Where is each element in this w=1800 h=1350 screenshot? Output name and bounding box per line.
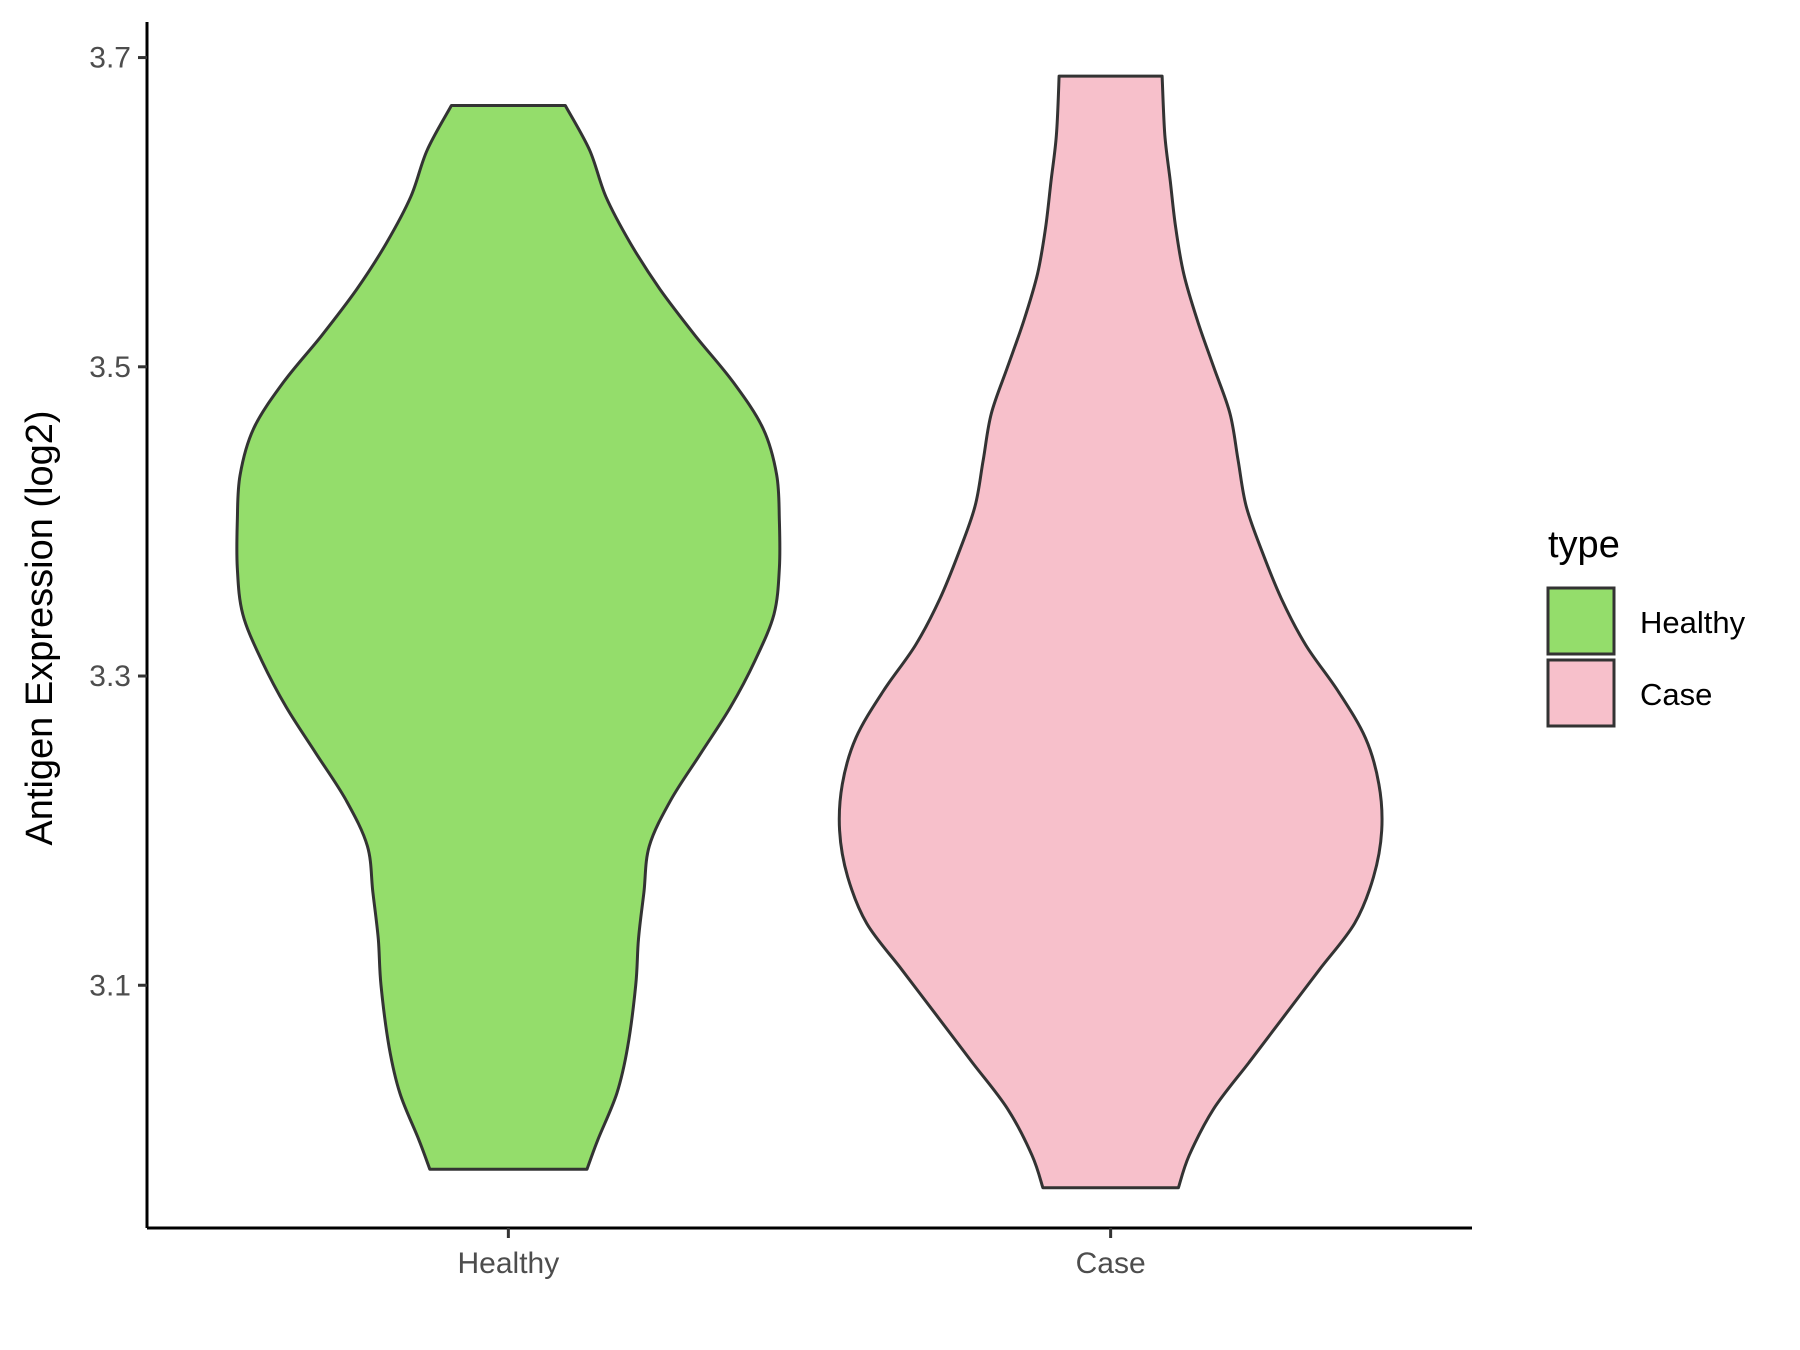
x-tick-label: Case: [1076, 1247, 1146, 1280]
legend-label-healthy: Healthy: [1640, 605, 1746, 640]
x-tick-label: Healthy: [458, 1247, 560, 1280]
y-tick-label: 3.1: [89, 969, 131, 1002]
axes-layer: 3.1 3.3 3.5 3.7 Healthy Case: [89, 22, 1472, 1280]
legend: Healthy Case: [1546, 586, 1746, 728]
legend-label-case: Case: [1640, 677, 1712, 712]
violin-healthy: [235, 104, 782, 1171]
violin-case: [837, 74, 1384, 1190]
legend-key-healthy: [1546, 586, 1616, 656]
violins-layer: [235, 74, 1384, 1190]
y-tick-label: 3.3: [89, 660, 131, 693]
legend-key-case: [1546, 658, 1616, 728]
y-tick-label: 3.7: [89, 42, 131, 75]
y-tick-label: 3.5: [89, 351, 131, 384]
y-axis-title: Antigen Expression (log2): [19, 410, 61, 845]
legend-title: type: [1548, 524, 1620, 566]
